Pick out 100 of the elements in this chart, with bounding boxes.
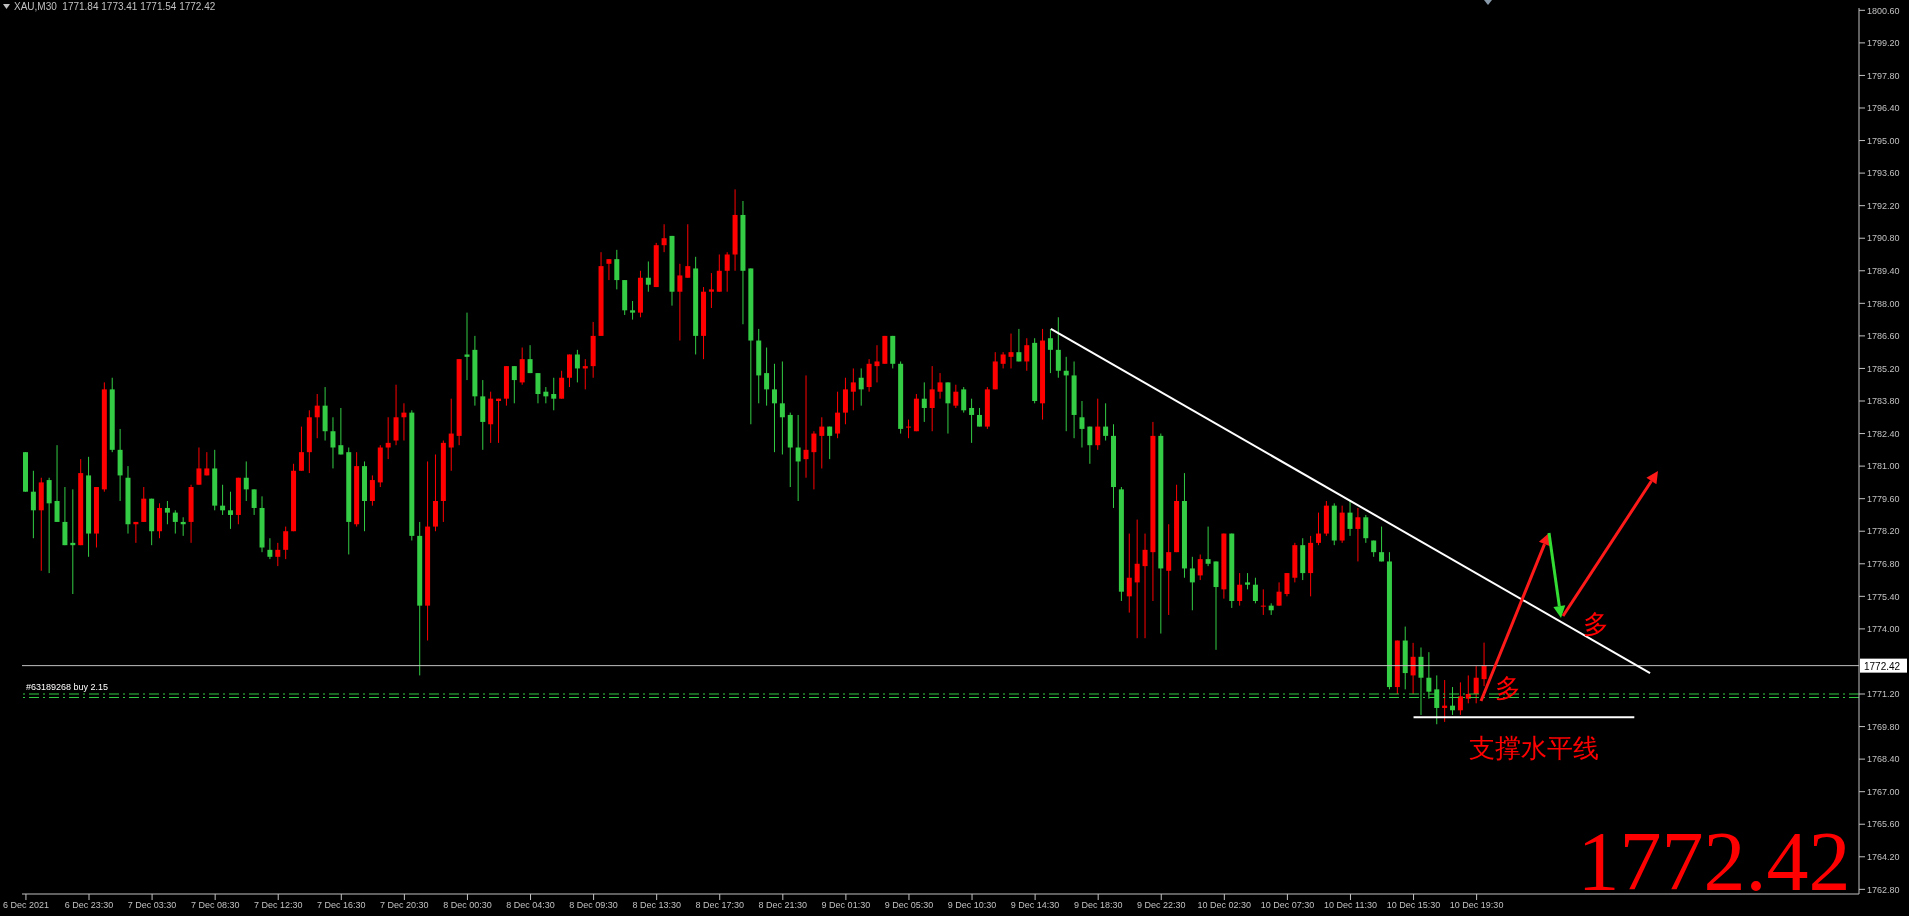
candlestick [1095,398,1101,451]
y-tick-label: 1779.60 [1867,493,1900,504]
y-tick-label: 1765.60 [1867,819,1900,830]
y-tick-label: 1788.00 [1867,298,1900,309]
x-tick-label: 9 Dec 22:30 [1136,900,1186,911]
candlestick [661,223,667,253]
candlestick [393,384,399,446]
candlestick [929,365,935,432]
candlestick [803,374,809,479]
y-tick-label: 1785.20 [1867,363,1900,374]
candlestick [157,502,163,539]
candlestick [1197,553,1203,581]
candlestick [976,407,982,428]
candlestick [614,249,620,290]
x-tick-label: 9 Dec 14:30 [1010,900,1060,911]
x-tick-label: 7 Dec 12:30 [253,900,303,911]
annotation: 多 [1495,674,1521,703]
candlestick [283,526,289,560]
candlestick [1087,426,1093,465]
x-tick-label: 10 Dec 15:30 [1386,900,1441,911]
candlestick [1103,402,1109,442]
candlestick [1481,642,1487,687]
candlestick [921,381,927,423]
x-tick-label: 10 Dec 02:30 [1197,900,1252,911]
candlestick [535,372,541,404]
x-tick-label: 9 Dec 18:30 [1073,900,1123,911]
candlestick [724,251,730,293]
x-tick-label: 10 Dec 11:30 [1324,900,1377,911]
y-tick-label: 1769.80 [1867,721,1900,732]
candlestick [764,347,770,407]
candlestick [842,377,848,425]
candlestick [1189,556,1195,611]
candlestick [906,419,912,439]
x-tick-label: 8 Dec 00:30 [443,900,492,911]
candlestick [1284,572,1290,597]
candlestick [298,426,304,472]
candlestick [1473,665,1479,704]
candlestick [1024,337,1030,372]
annotation: 支撑水平线 [1469,734,1599,763]
annotation: 多 [1583,610,1609,639]
candlestick [1465,674,1471,704]
x-tick-label: 8 Dec 04:30 [506,900,555,911]
x-tick-label: 7 Dec 16:30 [317,900,366,911]
candlestick [850,367,856,411]
annotation: 1772.42 [1577,815,1851,908]
candlestick [574,349,580,383]
candlestick [46,477,52,574]
candlestick [1347,500,1353,537]
candlestick [567,353,572,388]
candlestick [1316,512,1321,546]
candlestick [677,263,683,342]
y-tick-label: 1781.00 [1867,461,1900,472]
candlestick [267,537,273,560]
candlestick [1237,572,1243,607]
candlestick [251,488,257,516]
candlestick [314,393,320,439]
ref-line-label: #63189268 buy 2.15 [26,682,109,693]
candlestick [969,398,975,444]
candlestick [1363,514,1369,544]
x-tick-label: 9 Dec 10:30 [947,900,997,911]
candlestick [464,312,470,381]
candlestick [827,426,833,460]
candlestick [559,370,565,400]
y-tick-label: 1792.20 [1867,200,1900,211]
candlestick [835,391,841,439]
candlestick [685,223,691,279]
candlestick [1047,328,1053,374]
x-tick-label: 7 Dec 03:30 [127,900,177,911]
candlestick [1008,333,1014,369]
y-tick-label: 1776.80 [1867,558,1900,569]
candlestick [779,360,785,455]
candlestick [961,386,967,414]
candlestick [385,416,391,460]
candlestick [1126,533,1132,614]
candlestick [1166,523,1172,616]
candlestick [62,486,68,546]
candlestick [1355,507,1361,562]
candlestick [164,500,170,525]
x-tick-label: 9 Dec 01:30 [821,900,871,911]
y-tick-label: 1774.00 [1867,624,1900,635]
candlestick [1410,642,1416,695]
candlestick [141,486,147,523]
ref-line-label: 1772.42 [1864,660,1901,672]
candlestick [243,460,249,502]
candlestick [953,384,959,409]
y-tick-label: 1775.40 [1867,591,1900,602]
candlestick [369,474,375,507]
x-tick-label: 8 Dec 09:30 [569,900,618,911]
candlestick [1276,581,1282,607]
y-tick-label: 1790.80 [1867,233,1900,244]
y-tick-label: 1778.20 [1867,526,1900,537]
candlestick [1142,533,1148,639]
candlestick [937,372,943,400]
x-tick-label: 8 Dec 17:30 [695,900,745,911]
candlestick [819,416,825,469]
y-tick-label: 1764.20 [1867,851,1900,862]
candlestick [645,260,651,293]
candlestick [606,258,612,281]
y-tick-label: 1789.40 [1867,265,1900,276]
y-tick-label: 1771.20 [1867,689,1900,700]
